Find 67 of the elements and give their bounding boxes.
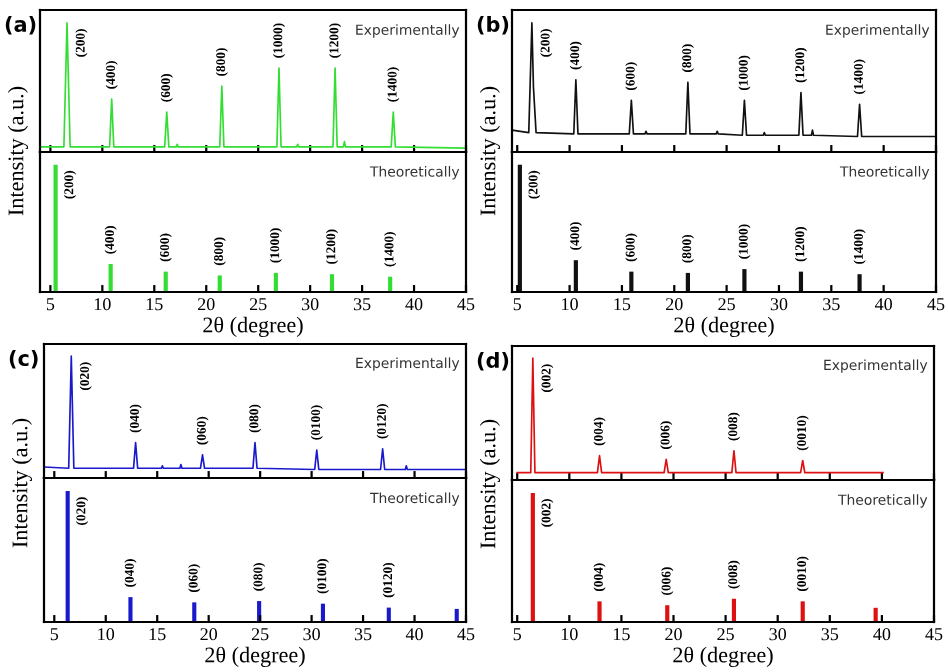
bar — [530, 492, 535, 622]
bar — [108, 264, 113, 292]
y-axis-title: Intensity (a.u.) — [479, 419, 500, 549]
bar — [800, 601, 805, 622]
x-tick-label: 35 — [823, 298, 840, 311]
x-tick-label: 40 — [405, 298, 423, 311]
x-axis-title: 2θ (degree) — [205, 646, 305, 668]
bar — [53, 164, 58, 292]
x-tick-label: 10 — [562, 298, 578, 311]
x-tick-label: 35 — [354, 628, 372, 641]
x-tick-label: 30 — [301, 298, 319, 311]
bar — [685, 272, 690, 292]
x-tick-label: 45 — [927, 298, 945, 311]
x-tick-label: 30 — [770, 298, 788, 311]
bar — [128, 597, 133, 622]
x-tick-label: 40 — [873, 628, 891, 641]
bar — [597, 601, 602, 622]
x-tick-label: 45 — [457, 298, 475, 311]
x-tick-label: 30 — [769, 628, 787, 641]
chart-title: (d) — [477, 351, 509, 371]
chart-title: (a) — [5, 15, 36, 35]
x-tick-label: 25 — [251, 628, 269, 641]
x-tick-label: 40 — [874, 298, 892, 311]
x-tick-label: 5 — [50, 628, 59, 641]
bar — [731, 598, 737, 622]
x-tick-label: 35 — [821, 628, 839, 641]
x-tick-label: 20 — [666, 298, 683, 311]
bar — [329, 274, 335, 292]
x-tick-label: 20 — [665, 628, 682, 641]
chart-title: (c) — [9, 349, 38, 369]
bar — [857, 274, 862, 292]
x-tick-label: 25 — [717, 628, 734, 641]
bar — [517, 164, 522, 292]
x-tick-label: 15 — [146, 298, 163, 311]
x-tick-label: 15 — [614, 298, 631, 311]
x-tick-label: 10 — [561, 628, 578, 641]
x-tick-label: 20 — [200, 628, 218, 641]
bar — [192, 602, 197, 622]
bar — [320, 603, 325, 622]
x-tick-label: 15 — [613, 628, 630, 641]
x-tick-label: 10 — [94, 298, 111, 311]
x-tick-label: 5 — [513, 628, 522, 641]
y-axis-title: Intensity (a.u.) — [7, 86, 28, 216]
bar — [573, 260, 578, 292]
bar — [65, 491, 70, 622]
x-tick-label: 45 — [925, 628, 943, 641]
x-tick-label: 5 — [46, 298, 55, 311]
x-axis-title: 2θ (degree) — [673, 646, 773, 668]
x-tick-label: 25 — [249, 298, 267, 311]
x-tick-label: 35 — [353, 298, 371, 311]
x-tick-label: 20 — [198, 298, 215, 311]
chart-title: (b) — [477, 15, 509, 35]
x-tick-label: 30 — [303, 628, 320, 641]
x-tick-label: 25 — [718, 298, 735, 311]
bar — [273, 272, 278, 292]
y-axis-title: Intensity (a.u.) — [11, 418, 32, 548]
bar — [217, 275, 222, 292]
x-tick-label: 5 — [513, 298, 522, 311]
x-tick-label: 45 — [457, 628, 475, 641]
x-tick-label: 10 — [98, 628, 115, 641]
bar — [742, 269, 747, 292]
x-axis-title: 2θ (degree) — [674, 316, 774, 338]
bar — [665, 605, 670, 622]
x-tick-label: 15 — [149, 628, 166, 641]
x-tick-label: 40 — [405, 628, 423, 641]
y-axis-title: Intensity (a.u.) — [479, 86, 500, 216]
x-axis-title: 2θ (degree) — [203, 316, 303, 338]
